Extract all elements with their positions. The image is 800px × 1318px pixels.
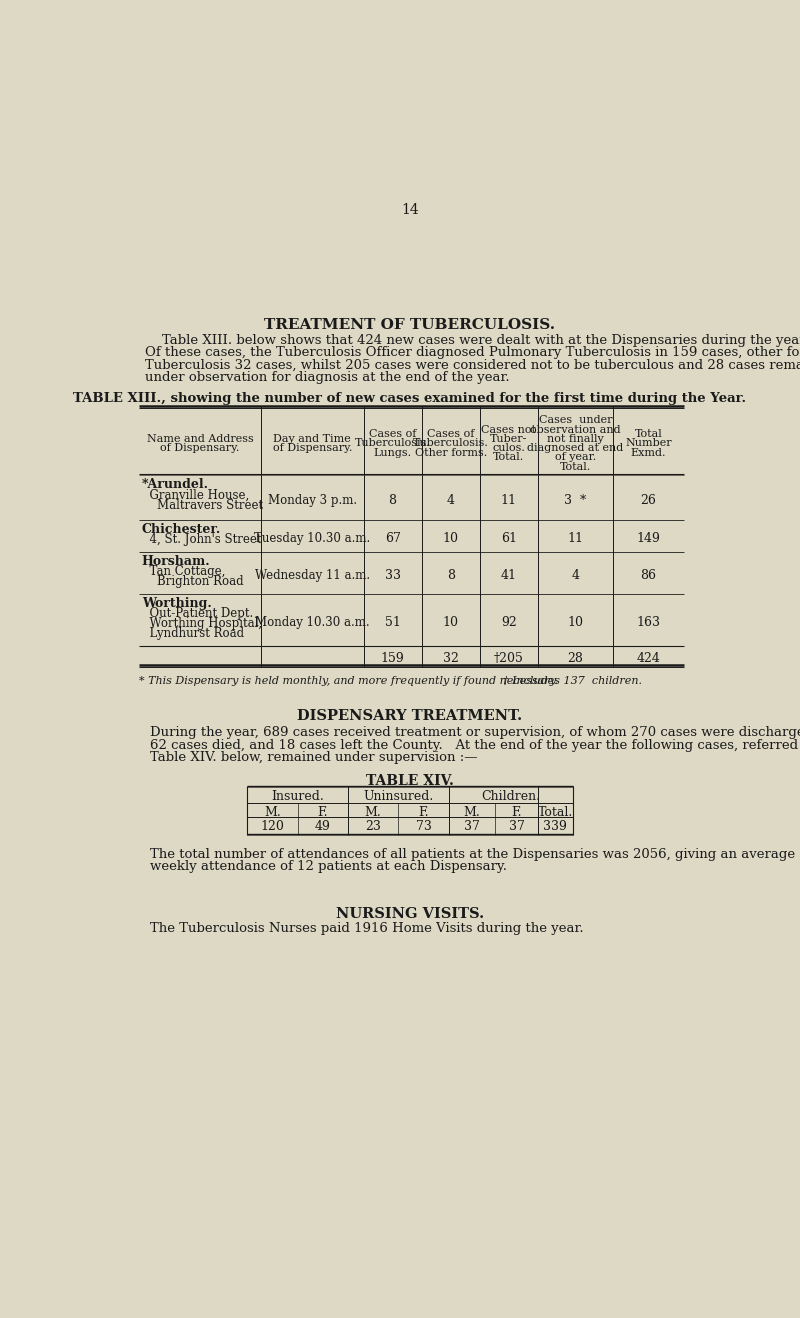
Text: 4: 4 xyxy=(446,494,454,507)
Text: 14: 14 xyxy=(401,203,419,217)
Text: * This Dispensary is held monthly, and more frequently if found necessary.: * This Dispensary is held monthly, and m… xyxy=(138,676,558,685)
Text: observation and: observation and xyxy=(530,424,621,435)
Text: 23: 23 xyxy=(366,820,381,833)
Text: weekly attendance of 12 patients at each Dispensary.: weekly attendance of 12 patients at each… xyxy=(150,861,507,874)
Text: Name and Address: Name and Address xyxy=(146,434,254,444)
Text: 51: 51 xyxy=(385,617,401,629)
Text: diagnosed at end: diagnosed at end xyxy=(527,443,623,453)
Text: of year.: of year. xyxy=(555,452,596,463)
Text: 28: 28 xyxy=(567,651,583,664)
Text: NURSING VISITS.: NURSING VISITS. xyxy=(336,907,484,920)
Text: 33: 33 xyxy=(385,569,401,583)
Text: 4, St. John's Street: 4, St. John's Street xyxy=(142,534,262,546)
Text: Other forms.: Other forms. xyxy=(414,448,487,457)
Text: 4: 4 xyxy=(571,569,579,583)
Text: The Tuberculosis Nurses paid 1916 Home Visits during the year.: The Tuberculosis Nurses paid 1916 Home V… xyxy=(150,923,584,934)
Text: 62 cases died, and 18 cases left the County.   At the end of the year the follow: 62 cases died, and 18 cases left the Cou… xyxy=(150,739,800,751)
Text: Horsham.: Horsham. xyxy=(142,555,210,568)
Text: Exmd.: Exmd. xyxy=(630,448,666,457)
Text: Total.: Total. xyxy=(560,461,591,472)
Text: 86: 86 xyxy=(640,569,656,583)
Text: 92: 92 xyxy=(501,617,517,629)
Text: Out-Patient Dept.: Out-Patient Dept. xyxy=(142,608,253,619)
Text: The total number of attendances of all patients at the Dispensaries was 2056, gi: The total number of attendances of all p… xyxy=(150,847,795,861)
Text: Tuberculosis.: Tuberculosis. xyxy=(354,439,430,448)
Text: 10: 10 xyxy=(442,532,458,546)
Text: *Arundel.: *Arundel. xyxy=(142,478,209,492)
Text: not finally: not finally xyxy=(547,434,604,444)
Text: Granville House,: Granville House, xyxy=(142,489,249,501)
Text: Brighton Road: Brighton Road xyxy=(142,576,243,589)
Text: TABLE XIII., showing the number of new cases examined for the first time during : TABLE XIII., showing the number of new c… xyxy=(74,393,746,405)
Text: Total: Total xyxy=(634,430,662,439)
Text: Worthing.: Worthing. xyxy=(142,597,211,610)
Text: Table XIII. below shows that 424 new cases were dealt with at the Dispensaries d: Table XIII. below shows that 424 new cas… xyxy=(145,333,800,347)
Text: Table XIV. below, remained under supervision :—: Table XIV. below, remained under supervi… xyxy=(150,751,478,764)
Text: Worthing Hospital,: Worthing Hospital, xyxy=(142,617,262,630)
Text: 120: 120 xyxy=(261,820,284,833)
Text: 73: 73 xyxy=(416,820,431,833)
Text: Chichester.: Chichester. xyxy=(142,523,221,536)
Text: F.: F. xyxy=(418,805,429,818)
Text: 11: 11 xyxy=(567,532,583,546)
Text: Uninsured.: Uninsured. xyxy=(363,791,434,804)
Text: 424: 424 xyxy=(636,651,660,664)
Text: 8: 8 xyxy=(389,494,397,507)
Text: 67: 67 xyxy=(385,532,401,546)
Text: 159: 159 xyxy=(381,651,405,664)
Text: 10: 10 xyxy=(442,617,458,629)
Text: culos.: culos. xyxy=(492,443,526,453)
Text: DISPENSARY TREATMENT.: DISPENSARY TREATMENT. xyxy=(298,709,522,724)
Text: 339: 339 xyxy=(543,820,567,833)
Text: During the year, 689 cases received treatment or supervision, of whom 270 cases : During the year, 689 cases received trea… xyxy=(150,726,800,739)
Text: Day and Time: Day and Time xyxy=(274,434,351,444)
Text: Total.: Total. xyxy=(493,452,525,463)
Text: Cases  under: Cases under xyxy=(538,415,612,426)
Text: Tuesday 10.30 a.m.: Tuesday 10.30 a.m. xyxy=(254,532,370,546)
Text: under observation for diagnosis at the end of the year.: under observation for diagnosis at the e… xyxy=(145,370,510,384)
Text: 3  *: 3 * xyxy=(564,494,586,507)
Text: †205: †205 xyxy=(494,651,524,664)
Text: TABLE XIV.: TABLE XIV. xyxy=(366,774,454,788)
Text: F.: F. xyxy=(318,805,328,818)
Text: Children.: Children. xyxy=(482,791,540,804)
Text: 26: 26 xyxy=(640,494,656,507)
Text: 32: 32 xyxy=(442,651,458,664)
Text: 41: 41 xyxy=(501,569,517,583)
Text: Tuberculosis.: Tuberculosis. xyxy=(413,439,489,448)
Text: Lyndhurst Road: Lyndhurst Road xyxy=(142,627,244,641)
Text: Insured.: Insured. xyxy=(271,791,324,804)
Text: Tuber-: Tuber- xyxy=(490,434,527,444)
Text: 8: 8 xyxy=(446,569,454,583)
Text: M.: M. xyxy=(264,805,281,818)
Text: Of these cases, the Tuberculosis Officer diagnosed Pulmonary Tuberculosis in 159: Of these cases, the Tuberculosis Officer… xyxy=(145,347,800,358)
Text: Cases not: Cases not xyxy=(482,424,536,435)
Text: 37: 37 xyxy=(464,820,480,833)
Text: † Includes 137  children.: † Includes 137 children. xyxy=(503,676,642,685)
Text: 10: 10 xyxy=(567,617,583,629)
Text: Lungs.: Lungs. xyxy=(374,448,412,457)
Text: 61: 61 xyxy=(501,532,517,546)
Text: of Dispensary.: of Dispensary. xyxy=(160,443,240,453)
Text: F.: F. xyxy=(511,805,522,818)
Text: 49: 49 xyxy=(315,820,330,833)
Text: Monday 10.30 a.m.: Monday 10.30 a.m. xyxy=(255,617,370,629)
Text: Number: Number xyxy=(625,439,672,448)
Text: Tan Cottage,: Tan Cottage, xyxy=(142,565,226,579)
Text: Cases of: Cases of xyxy=(427,430,474,439)
Text: Total.: Total. xyxy=(538,805,573,818)
Text: 11: 11 xyxy=(501,494,517,507)
Text: Monday 3 p.m.: Monday 3 p.m. xyxy=(268,494,357,507)
Text: of Dispensary.: of Dispensary. xyxy=(273,443,352,453)
Text: 149: 149 xyxy=(636,532,660,546)
Text: M.: M. xyxy=(464,805,480,818)
Text: Cases of: Cases of xyxy=(369,430,416,439)
Text: TREATMENT OF TUBERCULOSIS.: TREATMENT OF TUBERCULOSIS. xyxy=(265,319,555,332)
Text: Maltravers Street: Maltravers Street xyxy=(142,498,263,511)
Text: M.: M. xyxy=(365,805,382,818)
Text: Wednesday 11 a.m.: Wednesday 11 a.m. xyxy=(254,569,370,583)
Text: Tuberculosis 32 cases, whilst 205 cases were considered not to be tuberculous an: Tuberculosis 32 cases, whilst 205 cases … xyxy=(145,358,800,372)
Text: 37: 37 xyxy=(509,820,525,833)
Text: 163: 163 xyxy=(636,617,660,629)
